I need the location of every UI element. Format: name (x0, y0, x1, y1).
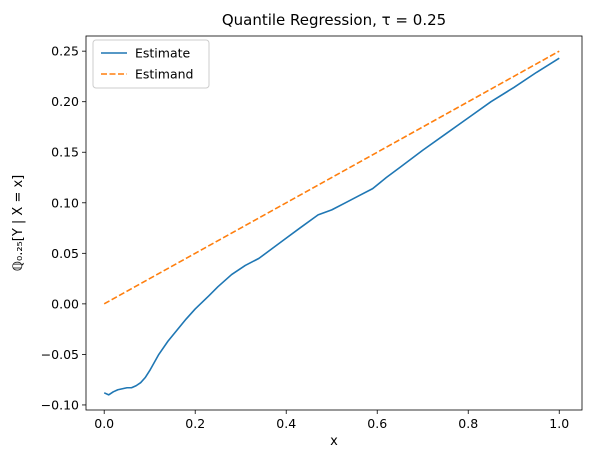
y-tick-label: −0.10 (41, 397, 79, 412)
y-tick-label: 0.00 (51, 296, 79, 311)
chart-title: Quantile Regression, τ = 0.25 (222, 11, 446, 29)
series-lines (103, 50, 560, 396)
x-tick-label: 0.0 (94, 416, 114, 431)
y-tick-label: 0.10 (51, 195, 79, 210)
y-tick-label: 0.20 (51, 94, 79, 109)
plot-area-frame (85, 35, 583, 411)
y-tick-label: 0.25 (51, 44, 79, 59)
series-line-estimand (103, 50, 560, 305)
x-axis-label: x (330, 434, 338, 449)
y-tick-label: 0.15 (51, 145, 79, 160)
series-line-estimate (103, 57, 560, 396)
x-tick-label: 0.6 (367, 416, 387, 431)
legend: Estimate Estimand (92, 39, 210, 89)
x-tick-label: 0.2 (185, 416, 205, 431)
legend-label-estimand: Estimand (135, 67, 193, 82)
y-axis-label: ℚ₀.₂₅[Y | X = x] (11, 175, 26, 271)
x-axis-ticks: 0.0 0.2 0.4 0.6 0.8 1.0 (94, 410, 569, 431)
legend-box (92, 39, 210, 89)
y-axis-ticks: −0.10 −0.05 0.00 0.05 0.10 0.15 0.20 0.25 (41, 44, 86, 412)
x-tick-label: 0.8 (458, 416, 478, 431)
legend-label-estimate: Estimate (135, 46, 191, 61)
x-tick-label: 0.4 (276, 416, 296, 431)
x-tick-label: 1.0 (549, 416, 569, 431)
y-tick-label: −0.05 (41, 347, 79, 362)
y-tick-label: 0.05 (51, 246, 79, 261)
